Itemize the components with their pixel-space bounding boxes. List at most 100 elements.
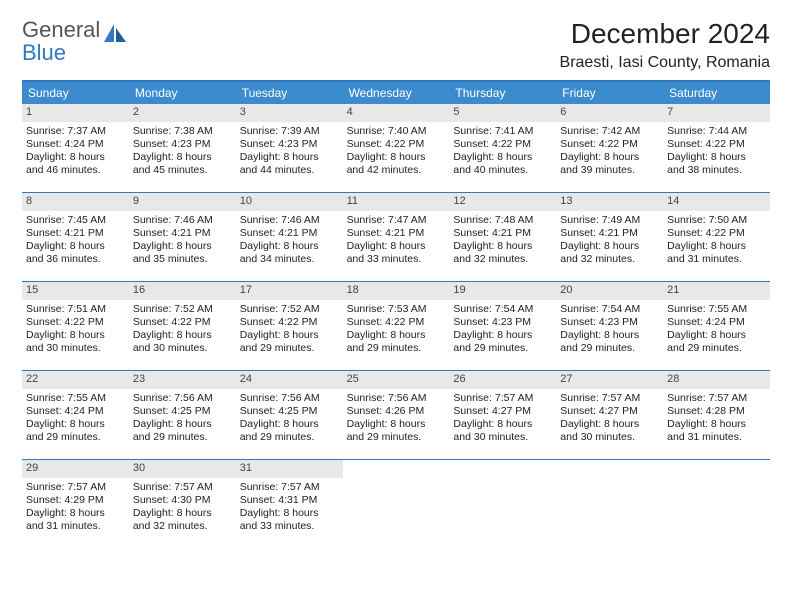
sunrise-line: Sunrise: 7:57 AM	[560, 392, 659, 405]
day-number: 2	[129, 104, 236, 122]
sunrise-line: Sunrise: 7:56 AM	[347, 392, 446, 405]
daylight-line: Daylight: 8 hours and 31 minutes.	[667, 418, 766, 444]
daylight-line: Daylight: 8 hours and 33 minutes.	[240, 507, 339, 533]
calendar-week: 22Sunrise: 7:55 AMSunset: 4:24 PMDayligh…	[22, 371, 770, 460]
day-number: 5	[449, 104, 556, 122]
daylight-line: Daylight: 8 hours and 33 minutes.	[347, 240, 446, 266]
day-number: 6	[556, 104, 663, 122]
sunset-line: Sunset: 4:25 PM	[240, 405, 339, 418]
brand-word1: General	[22, 17, 100, 42]
sunset-line: Sunset: 4:23 PM	[240, 138, 339, 151]
sunrise-line: Sunrise: 7:56 AM	[133, 392, 232, 405]
day-header-cell: Monday	[129, 82, 236, 104]
calendar-day-empty	[343, 460, 450, 548]
sunrise-line: Sunrise: 7:57 AM	[133, 481, 232, 494]
calendar-day: 20Sunrise: 7:54 AMSunset: 4:23 PMDayligh…	[556, 282, 663, 370]
sunset-line: Sunset: 4:21 PM	[560, 227, 659, 240]
daylight-line: Daylight: 8 hours and 29 minutes.	[347, 329, 446, 355]
title-block: December 2024 Braesti, Iasi County, Roma…	[560, 18, 770, 72]
sunset-line: Sunset: 4:24 PM	[667, 316, 766, 329]
sunset-line: Sunset: 4:30 PM	[133, 494, 232, 507]
daylight-line: Daylight: 8 hours and 29 minutes.	[667, 329, 766, 355]
sunset-line: Sunset: 4:22 PM	[667, 138, 766, 151]
day-header-cell: Wednesday	[343, 82, 450, 104]
daylight-line: Daylight: 8 hours and 42 minutes.	[347, 151, 446, 177]
day-number: 1	[22, 104, 129, 122]
calendar-day: 3 Sunrise: 7:39 AMSunset: 4:23 PMDaylight…	[236, 104, 343, 192]
sunset-line: Sunset: 4:31 PM	[240, 494, 339, 507]
daylight-line: Daylight: 8 hours and 30 minutes.	[26, 329, 125, 355]
day-number: 4	[343, 104, 450, 122]
calendar-day: 27Sunrise: 7:57 AMSunset: 4:27 PMDayligh…	[556, 371, 663, 459]
calendar-week: 8Sunrise: 7:45 AMSunset: 4:21 PMDaylight…	[22, 193, 770, 282]
day-number: 22	[22, 371, 129, 389]
sunset-line: Sunset: 4:23 PM	[453, 316, 552, 329]
calendar-day: 28Sunrise: 7:57 AMSunset: 4:28 PMDayligh…	[663, 371, 770, 459]
sunset-line: Sunset: 4:22 PM	[560, 138, 659, 151]
day-number: 3	[236, 104, 343, 122]
day-number: 19	[449, 282, 556, 300]
day-header-cell: Tuesday	[236, 82, 343, 104]
day-number: 7	[663, 104, 770, 122]
sunrise-line: Sunrise: 7:39 AM	[240, 125, 339, 138]
daylight-line: Daylight: 8 hours and 30 minutes.	[453, 418, 552, 444]
day-number: 21	[663, 282, 770, 300]
sunrise-line: Sunrise: 7:52 AM	[133, 303, 232, 316]
sunset-line: Sunset: 4:23 PM	[560, 316, 659, 329]
day-number: 10	[236, 193, 343, 211]
calendar-day: 5Sunrise: 7:41 AMSunset: 4:22 PMDaylight…	[449, 104, 556, 192]
daylight-line: Daylight: 8 hours and 35 minutes.	[133, 240, 232, 266]
calendar-week: 29Sunrise: 7:57 AMSunset: 4:29 PMDayligh…	[22, 460, 770, 548]
day-number: 27	[556, 371, 663, 389]
day-number: 12	[449, 193, 556, 211]
sunset-line: Sunset: 4:23 PM	[133, 138, 232, 151]
sunrise-line: Sunrise: 7:46 AM	[240, 214, 339, 227]
sunset-line: Sunset: 4:21 PM	[133, 227, 232, 240]
calendar-week: 1Sunrise: 7:37 AMSunset: 4:24 PMDaylight…	[22, 104, 770, 193]
sunrise-line: Sunrise: 7:48 AM	[453, 214, 552, 227]
daylight-line: Daylight: 8 hours and 45 minutes.	[133, 151, 232, 177]
calendar-day: 25Sunrise: 7:56 AMSunset: 4:26 PMDayligh…	[343, 371, 450, 459]
calendar-day: 16Sunrise: 7:52 AMSunset: 4:22 PMDayligh…	[129, 282, 236, 370]
brand-word2: Blue	[22, 40, 66, 65]
calendar-day: 8Sunrise: 7:45 AMSunset: 4:21 PMDaylight…	[22, 193, 129, 281]
day-number: 17	[236, 282, 343, 300]
calendar-day: 9Sunrise: 7:46 AMSunset: 4:21 PMDaylight…	[129, 193, 236, 281]
sunrise-line: Sunrise: 7:57 AM	[26, 481, 125, 494]
day-number: 18	[343, 282, 450, 300]
day-number: 26	[449, 371, 556, 389]
daylight-line: Daylight: 8 hours and 29 minutes.	[453, 329, 552, 355]
daylight-line: Daylight: 8 hours and 34 minutes.	[240, 240, 339, 266]
calendar-day: 26Sunrise: 7:57 AMSunset: 4:27 PMDayligh…	[449, 371, 556, 459]
sunset-line: Sunset: 4:22 PM	[453, 138, 552, 151]
daylight-line: Daylight: 8 hours and 46 minutes.	[26, 151, 125, 177]
brand-logo: General Blue	[22, 18, 128, 64]
location-text: Braesti, Iasi County, Romania	[560, 54, 770, 72]
daylight-line: Daylight: 8 hours and 44 minutes.	[240, 151, 339, 177]
day-number: 24	[236, 371, 343, 389]
sunset-line: Sunset: 4:21 PM	[347, 227, 446, 240]
day-number: 30	[129, 460, 236, 478]
day-number: 25	[343, 371, 450, 389]
day-number: 20	[556, 282, 663, 300]
month-title: December 2024	[560, 18, 770, 50]
sail-icon	[102, 22, 128, 46]
calendar-day-empty	[663, 460, 770, 548]
day-number: 13	[556, 193, 663, 211]
day-number: 16	[129, 282, 236, 300]
sunrise-line: Sunrise: 7:49 AM	[560, 214, 659, 227]
calendar-day-empty	[449, 460, 556, 548]
calendar-day: 22Sunrise: 7:55 AMSunset: 4:24 PMDayligh…	[22, 371, 129, 459]
day-number: 15	[22, 282, 129, 300]
day-header-cell: Saturday	[663, 82, 770, 104]
sunset-line: Sunset: 4:22 PM	[133, 316, 232, 329]
daylight-line: Daylight: 8 hours and 36 minutes.	[26, 240, 125, 266]
sunrise-line: Sunrise: 7:40 AM	[347, 125, 446, 138]
day-number: 29	[22, 460, 129, 478]
calendar-table: SundayMondayTuesdayWednesdayThursdayFrid…	[22, 80, 770, 548]
day-number: 8	[22, 193, 129, 211]
sunset-line: Sunset: 4:21 PM	[240, 227, 339, 240]
sunrise-line: Sunrise: 7:52 AM	[240, 303, 339, 316]
calendar-day: 10 Sunrise: 7:46 AMSunset: 4:21 PMDayligh…	[236, 193, 343, 281]
calendar-day: 29Sunrise: 7:57 AMSunset: 4:29 PMDayligh…	[22, 460, 129, 548]
